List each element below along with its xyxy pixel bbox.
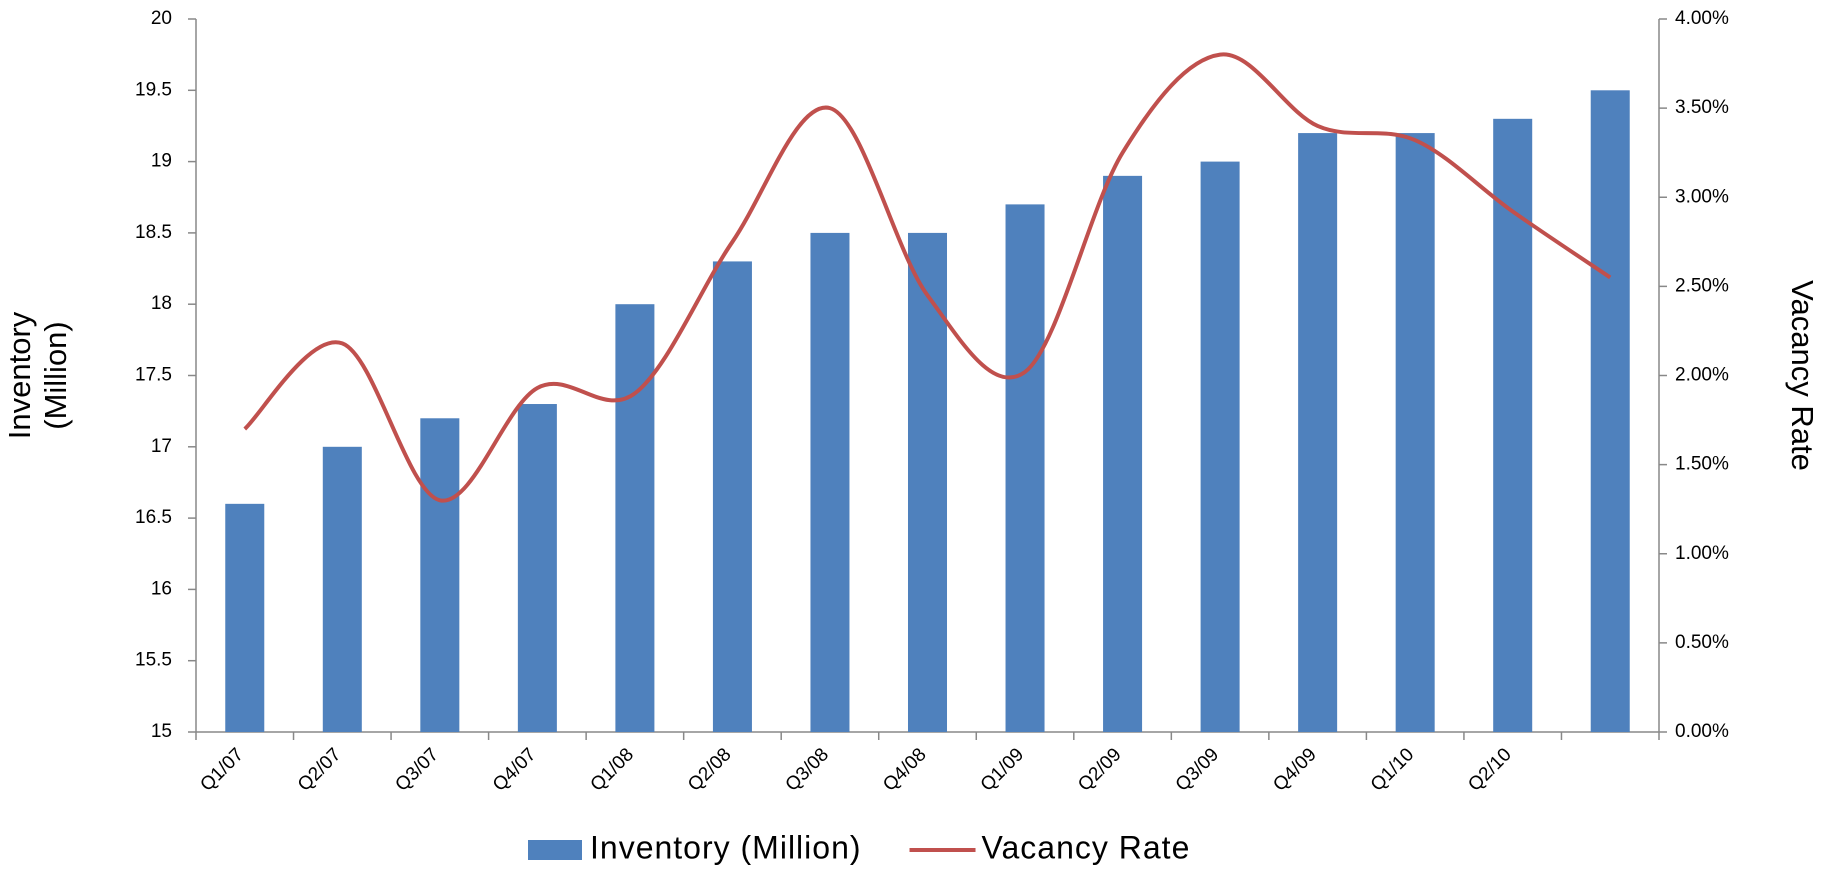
bar — [1395, 133, 1435, 732]
bar — [1298, 133, 1338, 732]
y2-tick-label: 2.50% — [1675, 275, 1729, 296]
x-tick-label: Q3/09 — [1172, 744, 1223, 795]
legend-swatch — [528, 840, 582, 860]
x-tick-label: Q3/08 — [782, 744, 833, 795]
y2-tick-label: 4.00% — [1675, 8, 1729, 29]
y2-tick-label: 0.50% — [1675, 632, 1729, 653]
bar — [615, 304, 655, 732]
x-tick-label: Q1/09 — [977, 744, 1028, 795]
legend-label: Inventory (Million) — [590, 829, 862, 865]
bar — [1590, 90, 1630, 733]
y-tick-label: 18 — [151, 293, 172, 314]
y2-tick-label: 3.50% — [1675, 97, 1729, 118]
y-tick-label: 16 — [151, 578, 172, 599]
y2-tick-label: 3.00% — [1675, 186, 1729, 207]
x-tick-label: Q4/07 — [489, 744, 540, 795]
x-tick-label: Q4/08 — [879, 744, 930, 795]
y-tick-label: 19 — [151, 151, 172, 172]
bar — [907, 232, 948, 732]
y2-tick-label: 2.00% — [1675, 365, 1729, 386]
bar — [1200, 161, 1240, 733]
line — [243, 52, 1612, 503]
bar — [1103, 175, 1143, 733]
y-tick-label: 17 — [151, 436, 172, 457]
bar — [1005, 204, 1045, 732]
x-tick-label: Q4/09 — [1269, 744, 1320, 795]
y-tick-label: 18.5 — [135, 222, 172, 243]
bar — [225, 503, 265, 732]
y-tick-label: 17.5 — [135, 365, 172, 386]
y2-tick-label: 1.00% — [1675, 543, 1729, 564]
x-tick-label: Q3/07 — [391, 744, 442, 795]
y-tick-label: 16.5 — [135, 507, 172, 528]
bar — [712, 261, 752, 732]
x-tick-label: Q1/08 — [587, 744, 638, 795]
y2-tick-label: 0.00% — [1675, 721, 1729, 742]
y-axis-title: Inventory — [2, 311, 37, 439]
y-axis-title: (Million) — [38, 321, 73, 430]
bar — [810, 232, 850, 732]
y-tick-label: 15 — [151, 721, 172, 742]
y-tick-label: 20 — [151, 8, 172, 29]
y-tick-label: 19.5 — [135, 79, 172, 100]
x-tick-label: Q2/07 — [294, 744, 345, 795]
x-tick-label: Q2/10 — [1464, 744, 1515, 795]
x-tick-label: Q2/09 — [1074, 744, 1125, 795]
bar — [517, 404, 557, 732]
x-tick-label: Q1/10 — [1367, 744, 1418, 795]
bar — [322, 446, 362, 732]
bar — [420, 418, 460, 732]
x-tick-label: Q2/08 — [684, 744, 735, 795]
y-tick-label: 15.5 — [135, 650, 172, 671]
x-tick-label: Q1/07 — [196, 744, 247, 795]
y2-tick-label: 1.50% — [1675, 454, 1729, 475]
legend-label: Vacancy Rate — [982, 829, 1191, 865]
y2-axis-title: Vacancy Rate — [1785, 280, 1820, 471]
